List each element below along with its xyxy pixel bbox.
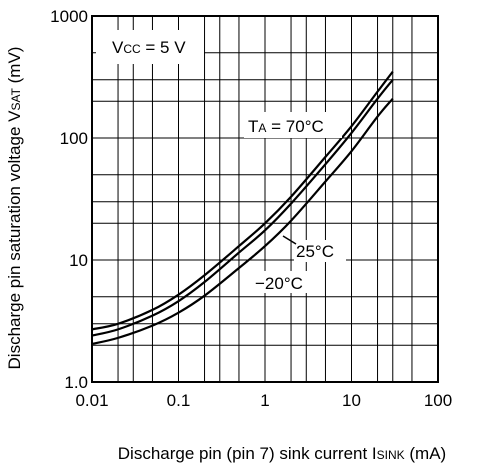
series-label-bg-25 [294,240,346,262]
x-axis-label: Discharge pin (pin 7) sink current ISINK… [118,444,446,463]
condition-box [96,30,204,64]
series-lines [91,70,394,346]
series-label-leader-25c [282,235,297,245]
x-tick-label: 0.01 [75,391,108,410]
y-axis-label: Discharge pin saturation voltage VSAT (m… [5,47,24,370]
series-line-0 [91,70,394,331]
series-label-minus20c: −20°C [255,274,303,293]
series-label-bg-m20 [253,271,315,293]
x-tick-labels: 0.01 0.1 1 10 100 [75,391,452,410]
series-label-25c: 25°C [296,242,334,261]
x-tick-label: 0.1 [167,391,191,410]
condition-label: VCC = 5 V [112,38,186,57]
x-tick-label: 100 [424,391,452,410]
series-line-2 [91,97,394,346]
y-tick-label: 10 [69,251,88,270]
grid [92,16,438,382]
series-line-1 [91,79,394,337]
y-tick-label: 1.0 [64,373,88,392]
x-tick-label: 1 [260,391,269,410]
x-tick-label: 10 [342,391,361,410]
y-tick-label: 100 [60,129,88,148]
series-label-70c: TA = 70°C [248,117,324,136]
plot-frame [91,15,439,383]
y-tick-labels: 1.0 10 100 1000 [50,7,88,392]
y-tick-label: 1000 [50,7,88,26]
series-label-bg-70 [244,112,342,138]
